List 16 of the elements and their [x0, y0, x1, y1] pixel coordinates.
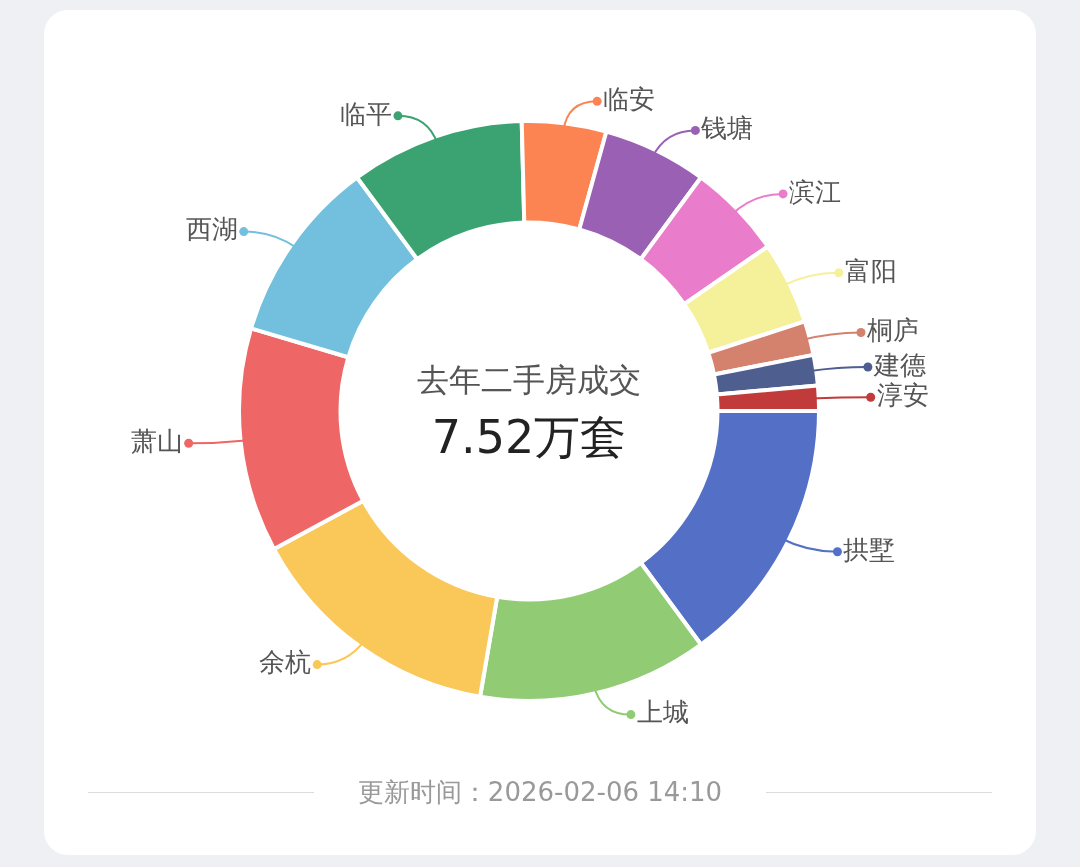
slice-label: 余杭	[259, 647, 312, 678]
legend-label: 滨江	[789, 176, 842, 207]
text: 7.52万套	[431, 409, 627, 464]
slice-label: 临平	[339, 98, 392, 129]
slice-label: 西湖	[185, 214, 238, 245]
legend-label: 上城	[636, 697, 689, 728]
legend-label: 拱墅	[843, 534, 896, 565]
slice-label: 萧山	[130, 426, 183, 457]
legend-label: 建德	[872, 349, 926, 380]
text: 去年二手房成交	[417, 361, 641, 400]
legend-label: 桐庐	[865, 315, 919, 346]
legend-label: 钱塘	[700, 113, 754, 144]
legend-label: 淳安	[876, 380, 929, 411]
legend-label: 富阳	[844, 255, 897, 286]
text: 更新时间：2026-02-06 14:10	[356, 776, 724, 809]
legend-label: 临安	[603, 84, 656, 115]
